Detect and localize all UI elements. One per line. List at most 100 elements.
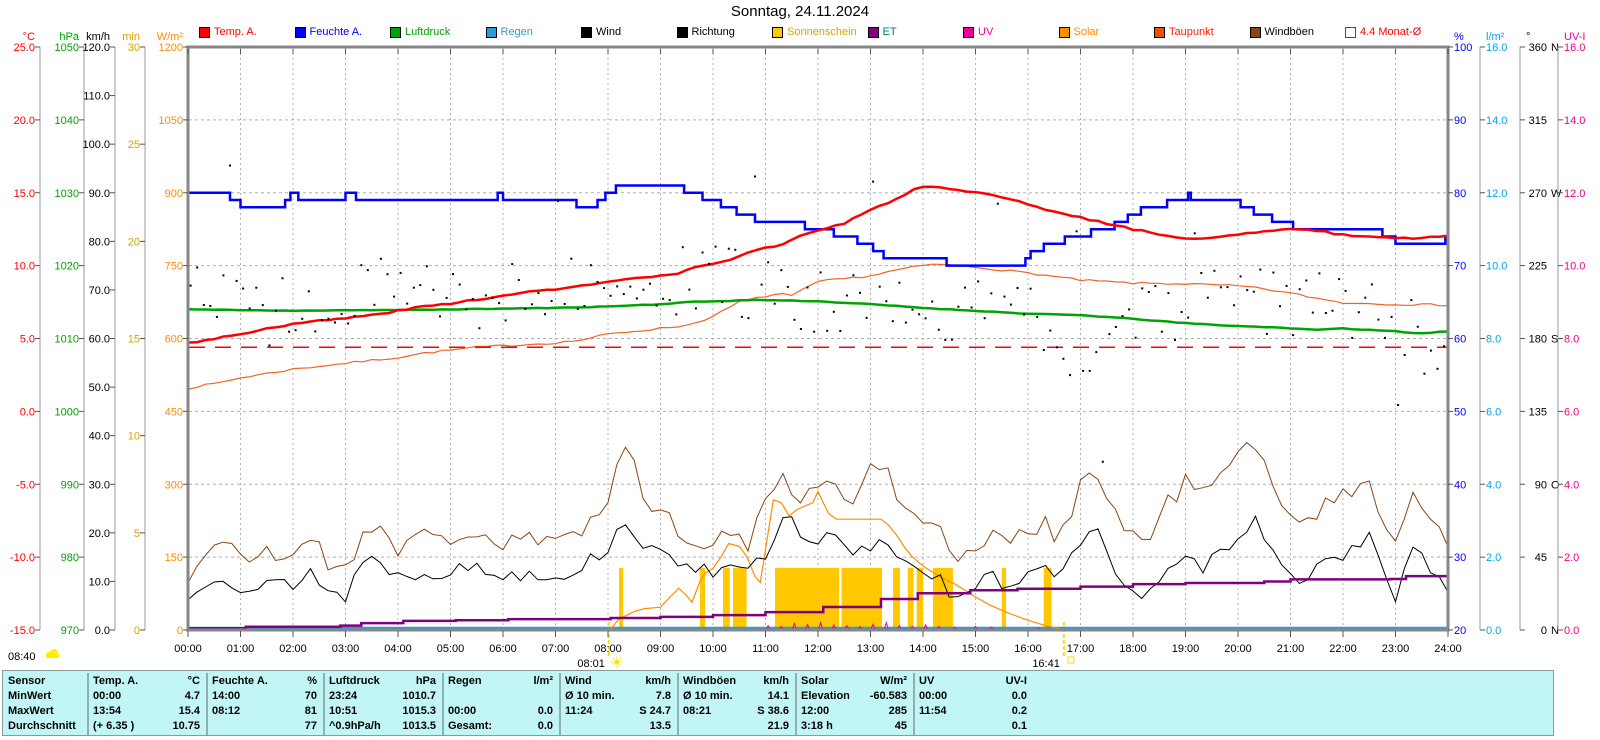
legend-swatch-icon — [1249, 26, 1261, 38]
direction-dot — [1219, 286, 1222, 289]
sunshine-bar — [699, 567, 706, 629]
direction-dot — [425, 265, 428, 268]
direction-dot — [885, 300, 888, 303]
direction-dot — [1121, 315, 1124, 318]
direction-dot — [274, 309, 277, 312]
min-value: 70 — [304, 689, 317, 702]
direction-dot — [1174, 338, 1176, 341]
direction-dot — [248, 307, 251, 310]
legend-label: Feuchte A. — [309, 26, 363, 38]
direction-dot — [1023, 313, 1026, 316]
uv-spike — [831, 623, 837, 630]
axis-tick-label: 315 — [1529, 115, 1547, 127]
axis-tick-label: 70.0 — [89, 285, 110, 297]
direction-dot — [603, 287, 606, 290]
direction-dot — [727, 247, 730, 250]
sun-ray — [619, 657, 622, 660]
direction-dot — [799, 328, 802, 330]
max-value: 285 — [888, 704, 907, 717]
direction-dot — [1410, 299, 1413, 302]
series-temp — [187, 185, 1449, 344]
direction-dot — [340, 313, 343, 316]
moon-cloud-icon — [46, 654, 59, 658]
direction-dot — [740, 315, 743, 318]
min-time: Ø 10 min. — [565, 689, 615, 702]
direction-dot — [491, 296, 494, 299]
direction-dot — [1154, 285, 1157, 288]
legend-swatch-icon — [294, 26, 306, 38]
sunshine-bar — [932, 567, 953, 629]
sensor-unit: km/h — [763, 674, 789, 687]
axis-tick-label: 0.0 — [1486, 625, 1501, 637]
axis-tick-label: 10.0 — [14, 261, 35, 273]
legend-item-temp-a-: Temp. A. — [199, 26, 257, 38]
axis-tick-label: 120.0 — [82, 42, 110, 54]
direction-dot — [937, 328, 940, 331]
stats-row-headers: Sensor MinWert MaxWert Durchschnitt — [3, 673, 87, 735]
legend-item-richtung: Richtung — [676, 26, 735, 38]
axis-tick-label: -15.0 — [10, 625, 35, 637]
avg-value: 10.75 — [172, 719, 200, 732]
axis-tick-label: 900 — [165, 188, 183, 200]
axis-tick-label: 0 — [1541, 625, 1547, 637]
axis-tick-label: 30 — [128, 42, 140, 54]
direction-dot — [1443, 345, 1446, 348]
max-value: 15.4 — [178, 704, 200, 717]
axis-tick-label: 0 — [177, 625, 183, 637]
axis-tick-label: 60 — [1454, 334, 1466, 346]
direction-dot — [839, 329, 842, 332]
axis-tick-label: 970 — [61, 625, 79, 637]
stats-row: (+ 6.35 ) 10.75 — [89, 718, 206, 733]
series-wind — [187, 514, 1449, 604]
stats-panel: Sensor MinWert MaxWert Durchschnitt Temp. A.… — [2, 670, 1554, 736]
direction-dot — [924, 317, 927, 320]
avg-label: ^0.9hPa/h — [329, 719, 381, 732]
uv-spike — [805, 623, 810, 630]
chart-legend: Temp. A. Feuchte A. Luftdruck Regen Wind Rich… — [0, 0, 1600, 46]
direction-dot — [1134, 336, 1137, 339]
direction-dot — [360, 264, 363, 267]
x-tick-label: 04:00 — [384, 643, 412, 655]
x-tick-label: 01:00 — [227, 643, 255, 655]
legend-label: 4.4 Monat-Ø — [1360, 26, 1422, 38]
axis-tick-label: 4.0 — [1564, 479, 1579, 491]
direction-dot — [734, 248, 737, 251]
stats-row-header: MaxWert — [8, 704, 54, 717]
direction-dot — [1390, 315, 1393, 318]
stats-row: Elevation -60.583 — [797, 688, 913, 703]
avg-value: 45 — [894, 719, 907, 732]
axis-left-5: 1200 1050 900 750 600 450 300 150 0 W/m² — [157, 31, 188, 637]
direction-dot — [668, 299, 671, 302]
stats-row: Luftdruck hPa — [325, 673, 442, 688]
direction-dot — [1128, 308, 1131, 311]
direction-dot — [1272, 271, 1275, 274]
legend-swatch-icon — [772, 26, 783, 38]
direction-dot — [616, 285, 619, 288]
stats-row: Solar W/m² — [797, 673, 913, 688]
legend-item-solar: Solar — [1058, 26, 1099, 38]
sunshine-bar — [916, 567, 923, 629]
direction-dot — [826, 329, 829, 332]
legend-label: Windböen — [1264, 26, 1315, 38]
legend-label: Luftdruck — [405, 26, 451, 38]
uv-spike — [896, 624, 902, 630]
direction-dot — [583, 305, 586, 307]
axis-tick-label: 0.0 — [20, 406, 35, 418]
direction-dot — [281, 277, 284, 280]
direction-dot — [189, 284, 192, 287]
stats-row: 08:12 81 — [208, 703, 323, 718]
direction-dot — [1108, 333, 1111, 336]
direction-dot — [1213, 269, 1216, 272]
max-value: S 24.7 — [639, 704, 671, 717]
legend-swatch-icon — [1058, 26, 1070, 38]
direction-dot — [1055, 346, 1058, 349]
x-tick-label: 17:00 — [1067, 643, 1095, 655]
direction-dot — [320, 319, 323, 322]
direction-dot — [793, 318, 796, 321]
direction-dot — [1009, 303, 1012, 306]
direction-dot — [688, 288, 691, 291]
axis-tick-label: 20.0 — [14, 115, 35, 127]
axis-left-4: 30 25 20 15 10 5 0 min — [122, 31, 146, 637]
min-value: 0.0 — [1011, 689, 1027, 702]
